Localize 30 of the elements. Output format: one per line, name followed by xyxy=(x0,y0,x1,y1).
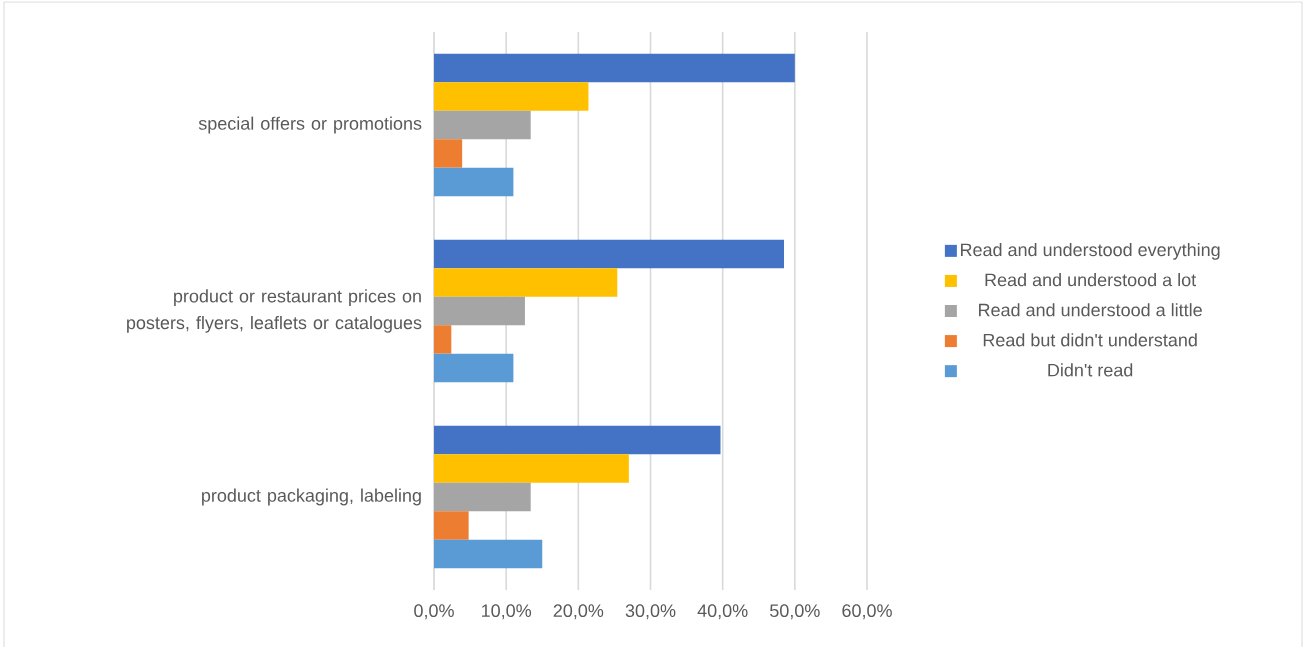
bar xyxy=(434,110,531,140)
legend-label: Read and understood everything xyxy=(961,242,1220,260)
x-tick-label: 40,0% xyxy=(697,604,748,620)
bar xyxy=(434,268,618,297)
bar xyxy=(434,53,795,83)
bar xyxy=(434,539,543,569)
x-tick-label: 0,0% xyxy=(414,604,454,620)
bar xyxy=(434,239,785,269)
bar xyxy=(434,425,721,455)
x-tick-label: 50,0% xyxy=(770,604,820,620)
x-tick-label: 10,0% xyxy=(482,604,532,620)
y-tick-label: product or restaurant prices on posters, flyers, leaflets or catalogues xyxy=(127,289,422,333)
bar xyxy=(434,139,463,168)
bar xyxy=(434,511,469,540)
y-tick-label: special offers or promotions xyxy=(198,116,422,134)
text: Didn't read xyxy=(1048,363,1133,377)
bar xyxy=(434,353,514,383)
bar xyxy=(434,454,629,483)
y-tick-label: product packaging, labeling xyxy=(202,488,421,506)
x-tick-label: 60,0% xyxy=(842,604,892,620)
x-tick-label: 30,0% xyxy=(625,604,676,620)
bar xyxy=(434,325,452,354)
legend-label: Read but didn't understand xyxy=(983,333,1197,347)
legend-label: Read and understood a lot xyxy=(985,273,1197,287)
x-tick-label: 20,0% xyxy=(553,604,604,620)
legend-label: Read and understood a little xyxy=(979,303,1202,317)
bar xyxy=(434,482,531,512)
bar xyxy=(434,82,589,111)
bar xyxy=(434,167,514,197)
bar xyxy=(434,296,525,326)
